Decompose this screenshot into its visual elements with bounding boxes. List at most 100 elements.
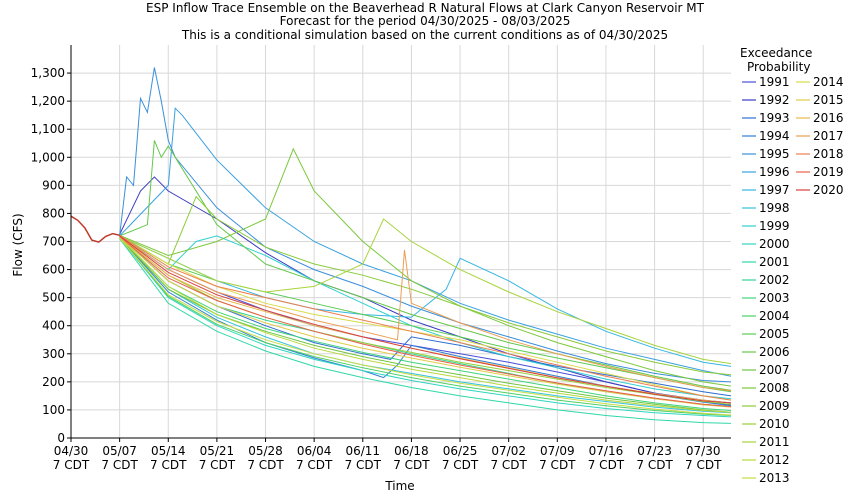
x-tick-label: 06/25 (443, 444, 478, 458)
series-line-1998 (119, 236, 732, 414)
x-tick-label: 07/02 (491, 444, 526, 458)
y-tick-label: 100 (42, 403, 65, 417)
x-tick-sublabel: 7 CDT (101, 458, 138, 472)
plot-area (70, 67, 732, 424)
y-tick-label: 400 (42, 319, 65, 333)
x-tick-sublabel: 7 CDT (199, 458, 236, 472)
x-tick-label: 06/04 (297, 444, 332, 458)
legend-title-line-1: Exceedance (740, 46, 812, 60)
legend-label-1996: 1996 (759, 165, 790, 179)
x-tick-sublabel: 7 CDT (636, 458, 673, 472)
series-line-2016 (119, 236, 732, 404)
x-tick-label: 06/18 (394, 444, 429, 458)
legend-label-2015: 2015 (813, 93, 844, 107)
series-line-2017 (119, 235, 732, 392)
legend-label-1992: 1992 (759, 93, 790, 107)
legend-label-1991: 1991 (759, 75, 790, 89)
series-line-2015 (119, 236, 732, 408)
title-line-1: ESP Inflow Trace Ensemble on the Beaverh… (146, 1, 705, 15)
series-line-2010 (119, 236, 732, 405)
x-tick-label: 06/11 (345, 444, 380, 458)
series-line-2013 (119, 237, 732, 416)
chart-title: ESP Inflow Trace Ensemble on the Beaverh… (146, 1, 705, 42)
x-tick-label: 05/14 (151, 444, 186, 458)
series-line-2004 (119, 237, 732, 416)
x-tick-sublabel: 7 CDT (685, 458, 722, 472)
x-tick-sublabel: 7 CDT (53, 458, 90, 472)
series-line-2000 (119, 237, 732, 418)
x-tick-sublabel: 7 CDT (539, 458, 576, 472)
series-line-2020 (119, 235, 732, 404)
y-tick-label: 1,000 (31, 150, 65, 164)
series-line-2014 (119, 235, 732, 401)
series-line-2001 (119, 238, 732, 424)
legend-label-2001: 2001 (759, 255, 790, 269)
legend-label-2002: 2002 (759, 273, 790, 287)
legend-label-2008: 2008 (759, 381, 790, 395)
legend-label-2013: 2013 (759, 471, 790, 485)
x-tick-sublabel: 7 CDT (588, 458, 625, 472)
series-line-1996 (119, 107, 732, 377)
legend-label-2009: 2009 (759, 399, 790, 413)
x-tick-label: 05/21 (200, 444, 235, 458)
x-tick-label: 07/30 (686, 444, 721, 458)
x-tick-label: 05/07 (102, 444, 137, 458)
y-tick-label: 500 (42, 291, 65, 305)
legend-label-1994: 1994 (759, 129, 790, 143)
series-line-2018 (119, 234, 732, 401)
legend-label-2017: 2017 (813, 129, 844, 143)
axes: 0 100 200 300 400 500 600 700 800 900 1,000 1,100 1,… (31, 45, 731, 472)
legend-label-2019: 2019 (813, 165, 844, 179)
legend-label-1993: 1993 (759, 111, 790, 125)
y-tick-label: 800 (42, 206, 65, 220)
legend-label-2007: 2007 (759, 363, 790, 377)
legend-label-2018: 2018 (813, 147, 844, 161)
y-tick-label: 1,200 (31, 94, 65, 108)
legend-label-2012: 2012 (759, 453, 790, 467)
x-tick-sublabel: 7 CDT (296, 458, 333, 472)
series-line-2009 (119, 195, 732, 376)
series-line-1997 (119, 235, 732, 367)
y-tick-label: 1,100 (31, 122, 65, 136)
y-tick-label: 300 (42, 347, 65, 361)
legend-label-2016: 2016 (813, 111, 844, 125)
x-tick-label: 07/16 (589, 444, 624, 458)
legend-label-1998: 1998 (759, 201, 790, 215)
x-axis-label: Time (384, 479, 414, 493)
series-line-2011 (119, 218, 732, 365)
series-line-2019 (119, 236, 732, 408)
legend-label-2006: 2006 (759, 345, 790, 359)
series-line-1992 (119, 176, 732, 404)
series-line-2006 (119, 140, 732, 391)
legend: Exceedance Probability 1991 1992 1993 1994 1… (740, 46, 844, 485)
x-tick-sublabel: 7 CDT (393, 458, 430, 472)
x-tick-label: 04/30 (54, 444, 89, 458)
legend-label-1999: 1999 (759, 219, 790, 233)
y-tick-label: 900 (42, 178, 65, 192)
y-tick-label: 200 (42, 375, 65, 389)
x-tick-label: 07/23 (637, 444, 672, 458)
y-tick-label: 0 (57, 431, 65, 445)
legend-label-1995: 1995 (759, 147, 790, 161)
y-tick-label: 700 (42, 235, 65, 249)
x-tick-sublabel: 7 CDT (442, 458, 479, 472)
title-line-3: This is a conditional simulation based o… (181, 28, 668, 42)
legend-title-line-2: Probability (747, 60, 810, 74)
legend-label-2011: 2011 (759, 435, 790, 449)
x-tick-sublabel: 7 CDT (247, 458, 284, 472)
legend-label-2005: 2005 (759, 327, 790, 341)
y-axis-label: Flow (CFS) (11, 213, 25, 276)
y-tick-label: 1,300 (31, 66, 65, 80)
legend-label-2014: 2014 (813, 75, 844, 89)
x-tick-label: 07/09 (540, 444, 575, 458)
legend-label-2010: 2010 (759, 417, 790, 431)
x-tick-label: 05/28 (248, 444, 283, 458)
legend-label-2003: 2003 (759, 291, 790, 305)
observed-line (70, 215, 120, 243)
x-tick-sublabel: 7 CDT (490, 458, 527, 472)
title-line-2: Forecast for the period 04/30/2025 - 08/… (280, 14, 571, 28)
series-line-2008 (119, 147, 732, 387)
legend-label-2000: 2000 (759, 237, 790, 251)
x-tick-sublabel: 7 CDT (345, 458, 382, 472)
